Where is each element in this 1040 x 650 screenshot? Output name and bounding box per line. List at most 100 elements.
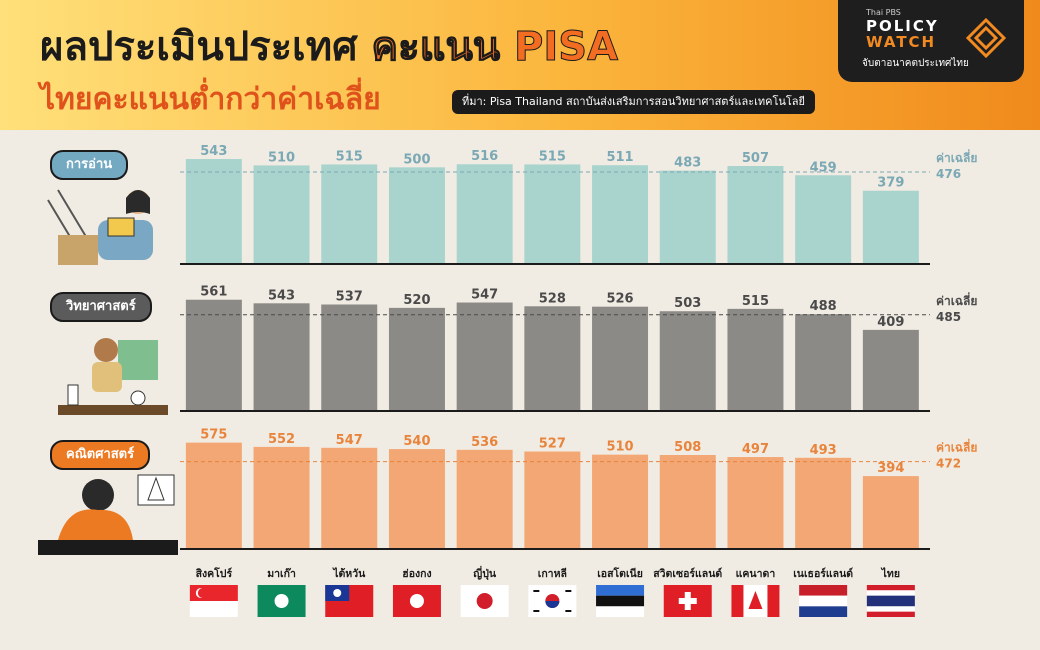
- bar: [456, 164, 513, 264]
- bar-value-label: 379: [877, 176, 904, 191]
- bar-value-label: 543: [268, 288, 295, 303]
- bar: [388, 167, 445, 264]
- country-label: เนเธอร์แลนด์: [793, 567, 853, 580]
- bar-value-label: 497: [742, 442, 769, 457]
- country-label: เกาหลี: [538, 567, 567, 580]
- bar: [321, 304, 378, 411]
- bar: [659, 311, 716, 411]
- bar-value-label: 516: [471, 149, 498, 164]
- bar: [253, 303, 310, 411]
- bar: [727, 165, 784, 264]
- singapore-flag-icon: [189, 585, 238, 617]
- bar: [456, 449, 513, 549]
- bar-value-label: 409: [877, 315, 904, 330]
- bar: [321, 164, 378, 264]
- country-label: ไทย: [881, 567, 900, 580]
- bar-value-label: 527: [539, 437, 566, 452]
- bar: [795, 457, 852, 549]
- bar: [592, 306, 649, 411]
- bar-value-label: 561: [200, 285, 227, 300]
- average-value: 472: [936, 457, 961, 471]
- bar-value-label: 515: [539, 149, 566, 164]
- country-label: แคนาดา: [736, 568, 776, 580]
- logo-watch: WATCH: [866, 33, 937, 51]
- korea-flag-icon: [528, 585, 577, 617]
- scientist-illustration: [58, 338, 168, 415]
- math-student-illustration: [38, 474, 178, 555]
- country-label: เอสโตเนีย: [597, 567, 643, 580]
- bar-value-label: 394: [877, 461, 904, 476]
- logo-wordmark: POLICY WATCH: [866, 18, 939, 50]
- logo-policy: POLICY: [866, 17, 939, 35]
- bar: [253, 165, 310, 264]
- bar: [727, 308, 784, 411]
- bar: [862, 190, 919, 264]
- bar-value-label: 536: [471, 435, 498, 450]
- canada-flag-icon: [731, 585, 780, 617]
- bar-value-label: 515: [742, 294, 769, 309]
- reading-pill: การอ่าน: [50, 150, 129, 180]
- logo-tagline: จับตาอนาคตประเทศไทย: [862, 58, 969, 69]
- bar-value-label: 526: [606, 292, 633, 307]
- header-banner: ผลประเมินประเทศ คะแนน PISA ไทยคะแนนต่ำกว…: [0, 0, 1040, 130]
- bar: [659, 455, 716, 549]
- macau-flag-icon: [257, 585, 306, 617]
- bar: [795, 314, 852, 411]
- country-label: ฮ่องกง: [402, 568, 431, 580]
- country-label: สิงคโปร์: [195, 567, 232, 580]
- title-part2: คะแนน PISA: [371, 24, 619, 71]
- country-label: ไต้หวัน: [332, 567, 366, 580]
- bar-value-label: 510: [606, 440, 633, 455]
- japan-flag-icon: [460, 585, 509, 617]
- bar: [862, 329, 919, 411]
- country-label: สวิตเซอร์แลนด์: [653, 567, 722, 580]
- taiwan-flag-icon: [325, 585, 374, 617]
- netherlands-flag-icon: [799, 585, 848, 617]
- estonia-flag-icon: [596, 585, 645, 617]
- bar: [592, 165, 649, 264]
- bar-value-label: 507: [742, 151, 769, 166]
- bar-value-label: 547: [336, 433, 363, 448]
- bar-value-label: 515: [336, 149, 363, 164]
- average-label: ค่าเฉลี่ย: [936, 439, 977, 455]
- bar-value-label: 508: [674, 440, 701, 455]
- logo-diamond-icon: [966, 18, 1006, 58]
- logo-small-text: Thai PBS: [866, 8, 901, 17]
- bar: [727, 457, 784, 549]
- policy-watch-logo: Thai PBS POLICY WATCH จับตาอนาคตประเทศไท…: [838, 0, 1024, 82]
- bar-value-label: 503: [674, 296, 701, 311]
- thailand-flag-icon: [866, 585, 915, 617]
- bar: [795, 175, 852, 264]
- bar: [388, 449, 445, 549]
- bar-value-label: 493: [810, 443, 837, 458]
- bar: [185, 299, 242, 411]
- bar-value-label: 547: [471, 288, 498, 303]
- source-badge: ที่มา: Pisa Thailand สถาบันส่งเสริมการสอ…: [452, 90, 815, 114]
- bar: [524, 164, 581, 264]
- bar-value-label: 537: [336, 289, 363, 304]
- bar-value-label: 483: [674, 156, 701, 171]
- bar: [185, 442, 242, 549]
- bar-value-label: 552: [268, 432, 295, 447]
- bar: [253, 446, 310, 549]
- bar-value-label: 459: [810, 160, 837, 175]
- bar: [321, 447, 378, 549]
- average-value: 485: [936, 310, 961, 324]
- hong-kong-flag-icon: [392, 585, 441, 617]
- bar-value-label: 500: [403, 152, 430, 167]
- average-value: 476: [936, 167, 961, 181]
- bar-value-label: 540: [403, 434, 430, 449]
- country-label: มาเก๊า: [267, 567, 296, 580]
- bar-value-label: 543: [200, 144, 227, 159]
- bar-value-label: 488: [810, 299, 837, 314]
- average-label: ค่าเฉลี่ย: [936, 149, 977, 165]
- bar: [659, 170, 716, 264]
- country-label: ญี่ปุ่น: [473, 565, 497, 581]
- switzerland-flag-icon: [663, 585, 712, 617]
- bar-value-label: 575: [200, 428, 227, 443]
- page-title: ผลประเมินประเทศ คะแนน PISA: [40, 14, 619, 78]
- bar: [592, 454, 649, 549]
- average-label: ค่าเฉลี่ย: [936, 292, 977, 308]
- bar: [388, 307, 445, 411]
